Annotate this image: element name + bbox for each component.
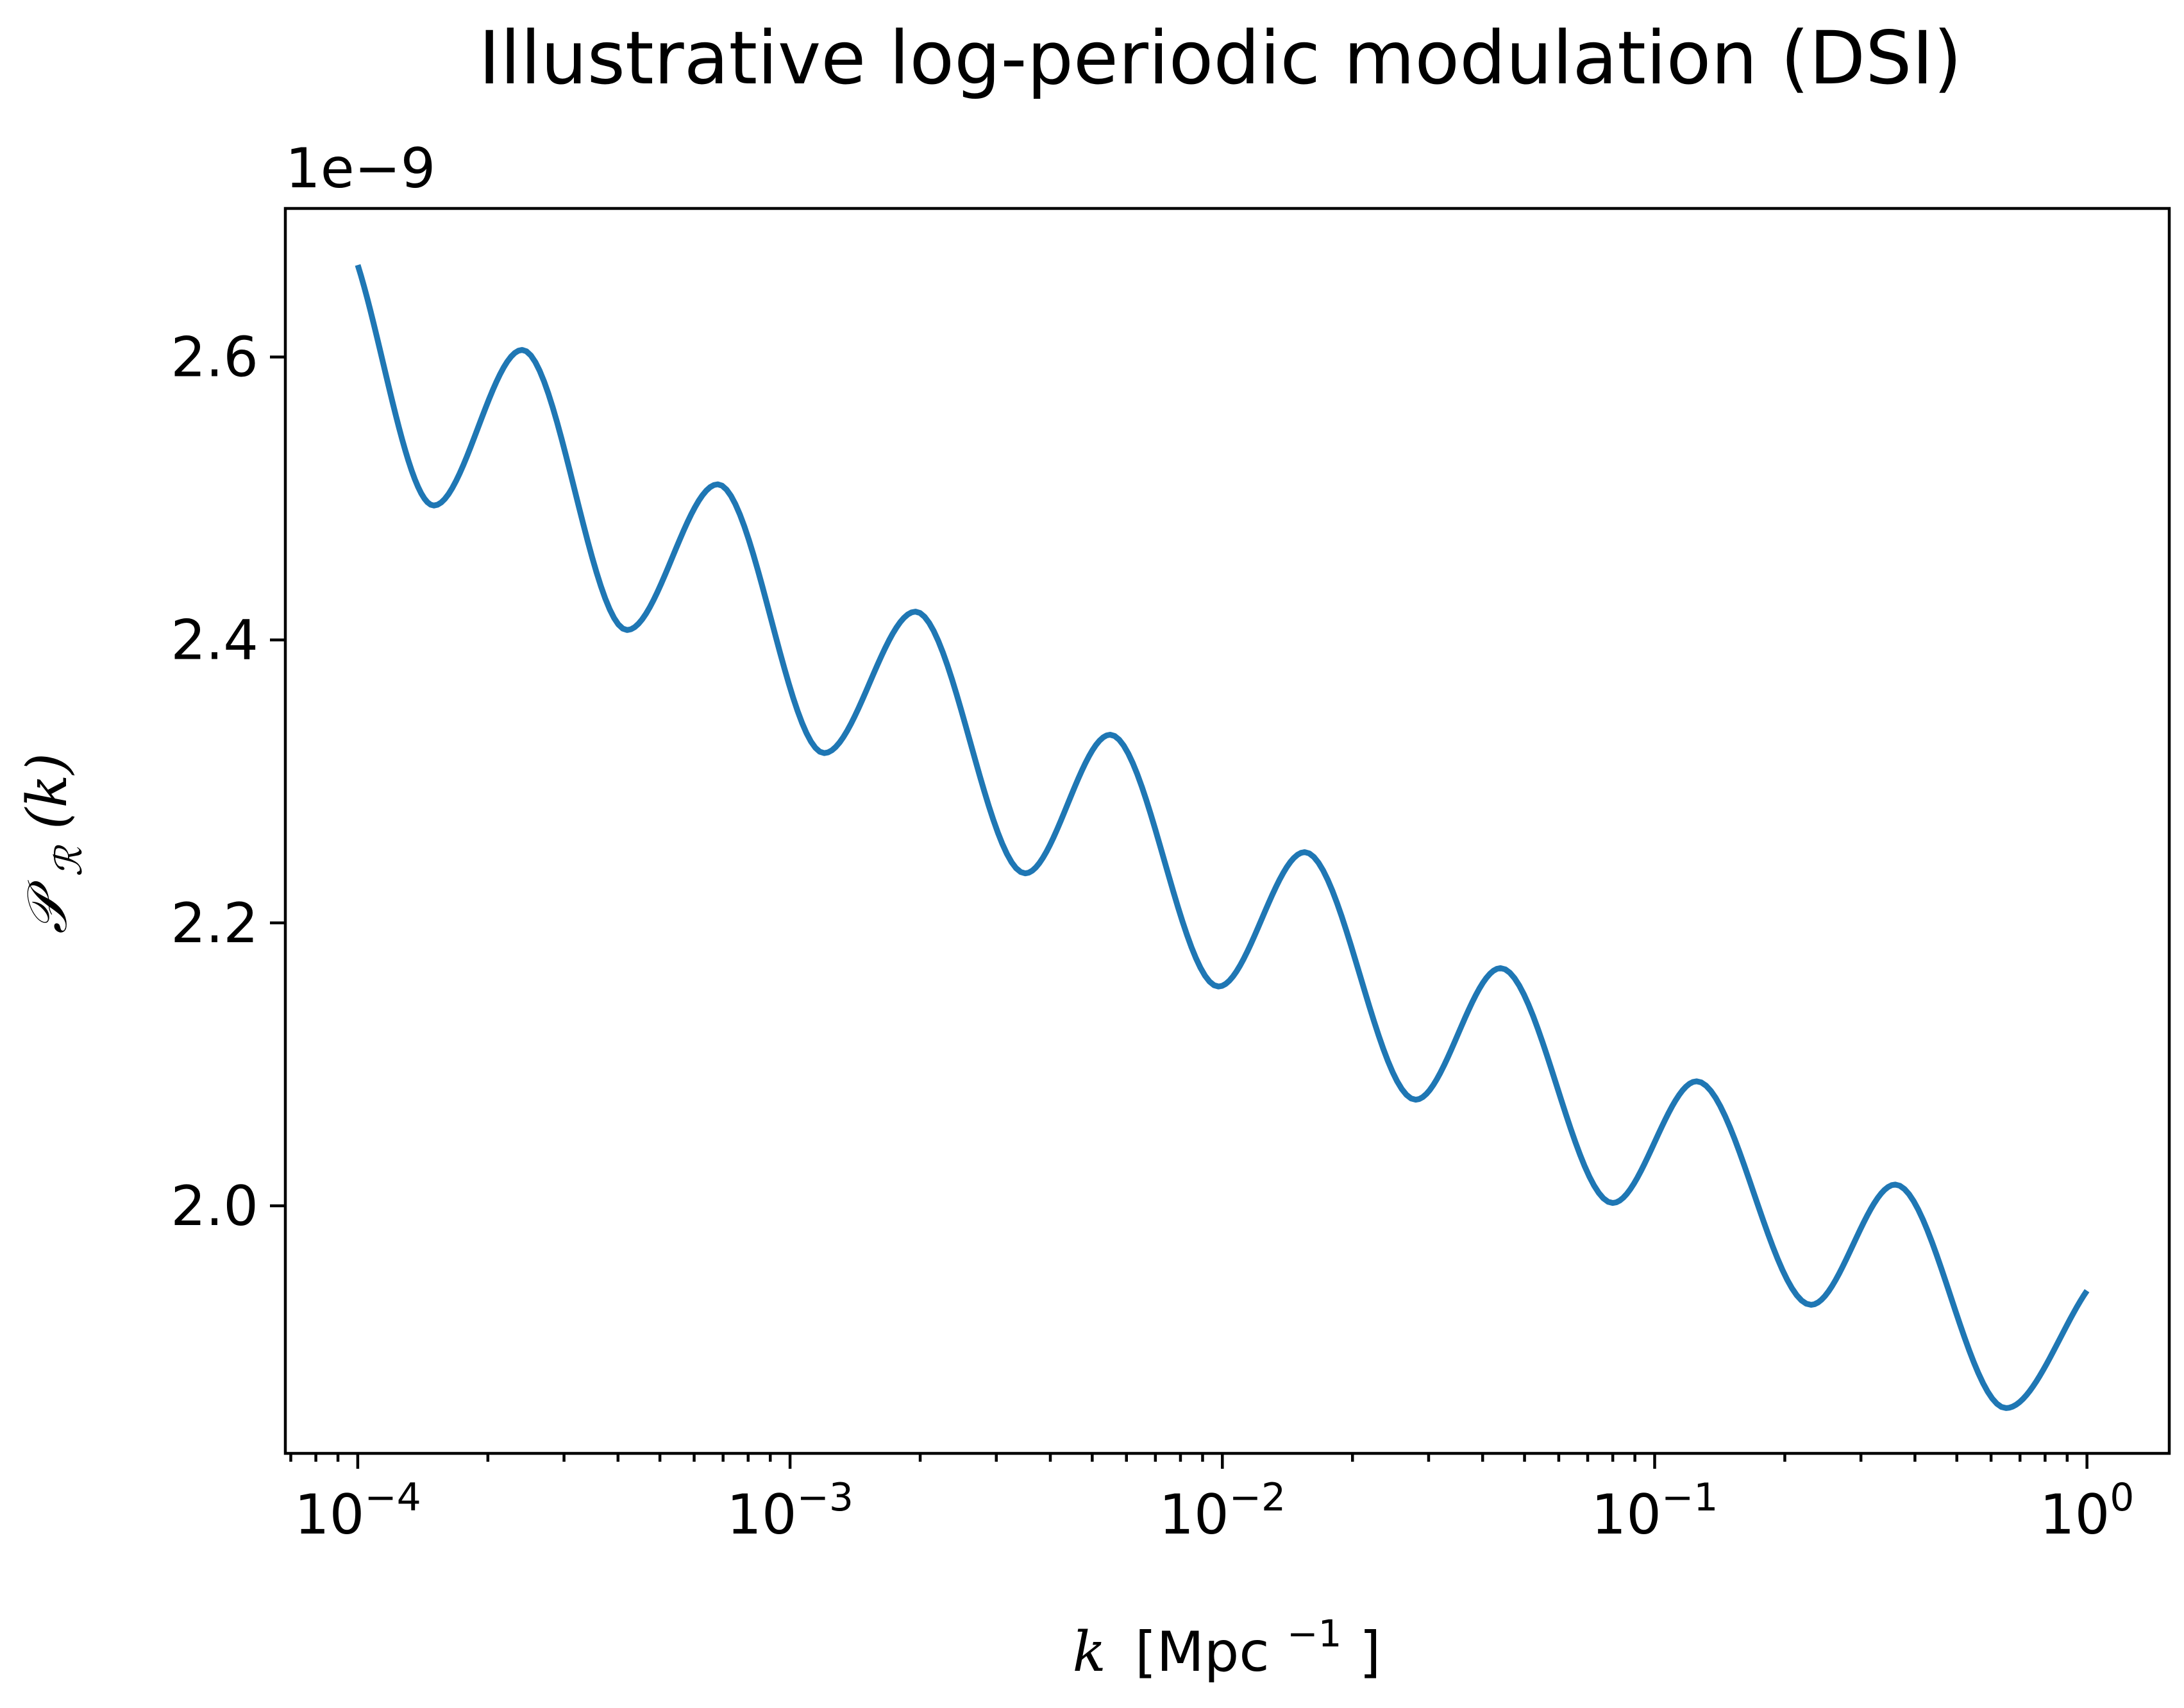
x-tick-label: 10−4: [294, 1475, 421, 1547]
x-tick-label-exponent: −2: [1229, 1475, 1286, 1520]
y-axis-subscript: ℛ: [47, 845, 90, 877]
x-axis-variable: k: [1073, 1620, 1106, 1684]
x-tick-label-base: 10: [294, 1483, 364, 1547]
y-tick-label: 2.0: [171, 1174, 258, 1239]
x-axis-unit: [Mpc: [1135, 1620, 1270, 1684]
x-tick-label-base: 10: [727, 1483, 796, 1547]
y-axis-argument: (k): [15, 753, 80, 829]
x-tick-label-base: 10: [1592, 1483, 1661, 1547]
x-tick-label-base: 10: [1159, 1483, 1229, 1547]
x-tick-label-exponent: 0: [2110, 1475, 2134, 1520]
y-axis-label: 𝒫 ℛ (k): [15, 753, 95, 934]
x-tick-label-exponent: −4: [364, 1475, 421, 1520]
x-tick-label: 10−1: [1592, 1475, 1718, 1547]
y-tick-label: 2.6: [171, 326, 258, 390]
chart-title: Illustrative log-periodic modulation (DS…: [478, 15, 1961, 101]
x-axis-ticks: 10−4 10−3 10−2 10−1 100: [289, 1453, 2135, 1547]
series-line: [355, 264, 2090, 1411]
y-axis-symbol: 𝒫: [15, 880, 80, 934]
x-tick-label-exponent: −1: [1661, 1475, 1718, 1520]
x-tick-label-exponent: −3: [797, 1475, 853, 1520]
y-axis-ticks: 2.0 2.2 2.4 2.6: [171, 326, 285, 1239]
series-layer: [355, 264, 2090, 1411]
y-tick-label: 2.2: [171, 892, 258, 956]
x-tick-label: 10−3: [727, 1475, 853, 1547]
x-axis-unit-close: ]: [1359, 1620, 1381, 1684]
x-tick-label: 10−2: [1159, 1475, 1286, 1547]
y-offset-label: 1e−9: [285, 137, 435, 201]
x-axis-label: k [Mpc −1 ]: [1073, 1596, 1381, 1684]
x-axis-unit-exponent: −1: [1287, 1612, 1342, 1655]
x-tick-label: 100: [2040, 1475, 2135, 1547]
x-tick-label-base: 10: [2040, 1483, 2110, 1547]
y-tick-label: 2.4: [171, 609, 258, 673]
plot-area-frame: [283, 207, 2171, 1455]
